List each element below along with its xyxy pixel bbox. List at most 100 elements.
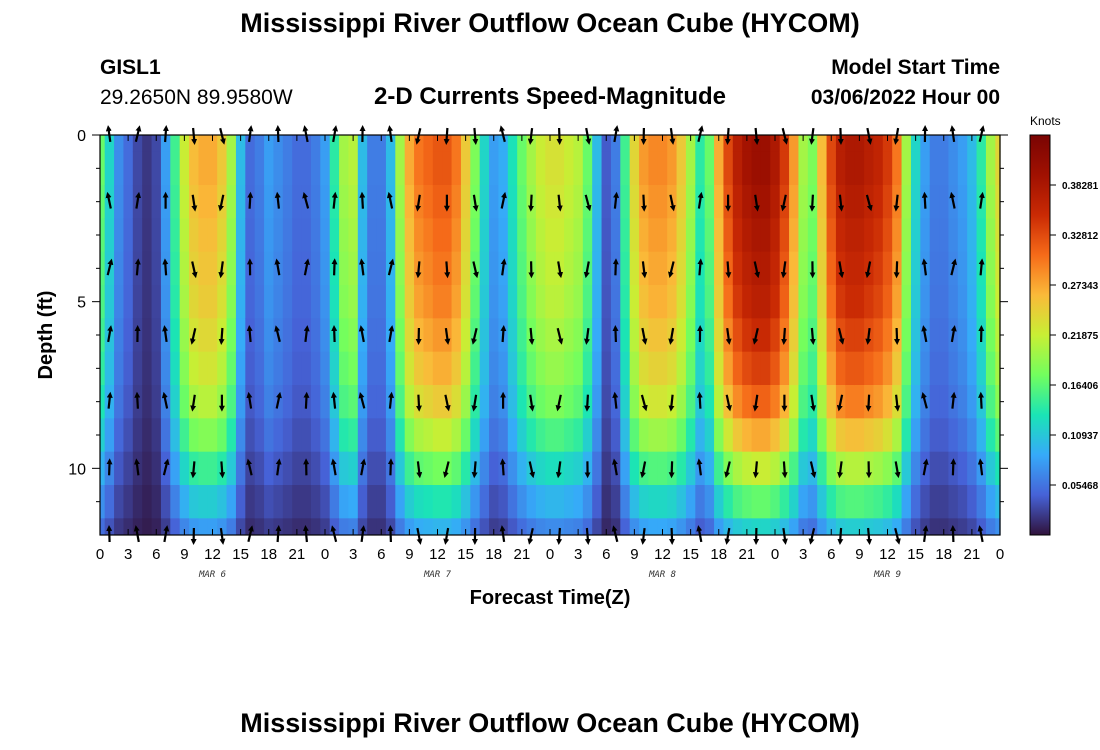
heatmap-cell (882, 285, 893, 319)
x-tick-label: 0 (546, 546, 554, 563)
heatmap-cell (910, 185, 921, 219)
heatmap-cell (760, 318, 771, 353)
current-arrow (360, 458, 367, 476)
heatmap-cell (114, 418, 125, 453)
heatmap-cell (826, 185, 837, 219)
heatmap-cell (179, 251, 190, 286)
heatmap-cell (639, 418, 650, 453)
current-arrow (472, 194, 479, 212)
y-tick-label: 0 (77, 128, 86, 145)
y-tick-label: 5 (77, 295, 86, 312)
heatmap-cell (282, 135, 293, 153)
heatmap-cell (376, 251, 387, 286)
current-arrow (386, 191, 394, 209)
heatmap-cell (460, 151, 471, 186)
heatmap-cell (507, 151, 518, 186)
heatmap-cell (170, 318, 181, 353)
heatmap-cell (470, 418, 481, 453)
current-arrow (752, 394, 759, 412)
x-tick-label: 15 (232, 546, 249, 563)
x-tick-label: 3 (349, 546, 357, 563)
heatmap-cell (573, 151, 584, 186)
heatmap-cell (442, 418, 453, 453)
heatmap-cell (367, 451, 378, 486)
heatmap-cell (114, 485, 125, 519)
heatmap-cell (367, 418, 378, 453)
x-tick-label: 15 (457, 546, 474, 563)
heatmap-cell (910, 385, 921, 419)
heatmap-cell (657, 251, 668, 286)
heatmap-cell (573, 418, 584, 453)
heatmap-cell (423, 285, 434, 319)
heatmap-cell (123, 218, 134, 253)
current-arrow (388, 391, 395, 409)
heatmap-cell (601, 285, 612, 319)
heatmap-cell (685, 485, 696, 519)
heatmap-cell (189, 151, 200, 186)
heatmap-cell (892, 351, 903, 386)
heatmap-cell (470, 151, 481, 186)
heatmap-cell (535, 285, 546, 319)
heatmap-cell (132, 351, 143, 386)
heatmap-cell (817, 285, 828, 319)
heatmap-cell (648, 318, 659, 353)
heatmap-cell (151, 285, 162, 319)
heatmap-cell (854, 218, 865, 253)
colorbar: Knots 0.05468 0.10937 0.16406 0.21875 0.2734… (1029, 114, 1099, 536)
chart-title: Mississippi River Outflow Ocean Cube (HY… (240, 8, 860, 38)
day-label: MAR 9 (873, 570, 901, 580)
heatmap-cell (882, 518, 893, 536)
heatmap-cell (460, 285, 471, 319)
current-arrow (161, 391, 169, 409)
heatmap-cell (957, 351, 968, 386)
heatmap-cell (854, 518, 865, 536)
heatmap-cell (282, 451, 293, 486)
heatmap-cell (404, 385, 415, 419)
heatmap-cell (264, 485, 275, 519)
y-tick-label: 10 (68, 461, 86, 478)
heatmap-cell (854, 185, 865, 219)
heatmap-cell (582, 285, 593, 319)
heatmap-cell (704, 418, 715, 453)
heatmap-cell (592, 318, 603, 353)
heatmap-cell (845, 418, 856, 453)
heatmap-cell (901, 185, 912, 219)
heatmap-cell (939, 318, 950, 353)
heatmap-cell (685, 251, 696, 286)
heatmap-cell (760, 151, 771, 186)
heatmap-cell (648, 351, 659, 386)
heatmap-cell (198, 418, 209, 453)
heatmap-cell (742, 351, 753, 386)
heatmap-cell (535, 351, 546, 386)
heatmap-cell (807, 151, 818, 186)
heatmap-cell (292, 285, 303, 319)
heatmap-cell (929, 135, 940, 153)
heatmap-cell (264, 418, 275, 453)
current-arrow (134, 391, 141, 409)
heatmap-cell (526, 518, 537, 536)
heatmap-cell (929, 151, 940, 186)
heatmap-cell (854, 151, 865, 186)
heatmap-cell (573, 285, 584, 319)
heatmap-cell (329, 351, 340, 386)
heatmap-cell (714, 285, 725, 319)
heatmap-cell (882, 451, 893, 486)
heatmap-cell (751, 418, 762, 453)
heatmap-cell (170, 518, 181, 536)
heatmap-cell (854, 285, 865, 319)
heatmap-cell (789, 418, 800, 453)
heatmap-cell (826, 385, 837, 419)
heatmap-cell (601, 135, 612, 153)
heatmap-cell (939, 185, 950, 219)
current-arrow (837, 327, 845, 345)
heatmap-cell (423, 135, 434, 153)
heatmap-cell (564, 385, 575, 419)
heatmap-cell (620, 251, 631, 286)
heatmap-cell (676, 135, 687, 153)
heatmap-cell (704, 135, 715, 153)
heatmap-cell (845, 151, 856, 186)
heatmap-cell (339, 135, 350, 153)
heatmap-cell (264, 285, 275, 319)
heatmap-cell (460, 518, 471, 536)
heatmap-cell (676, 485, 687, 519)
